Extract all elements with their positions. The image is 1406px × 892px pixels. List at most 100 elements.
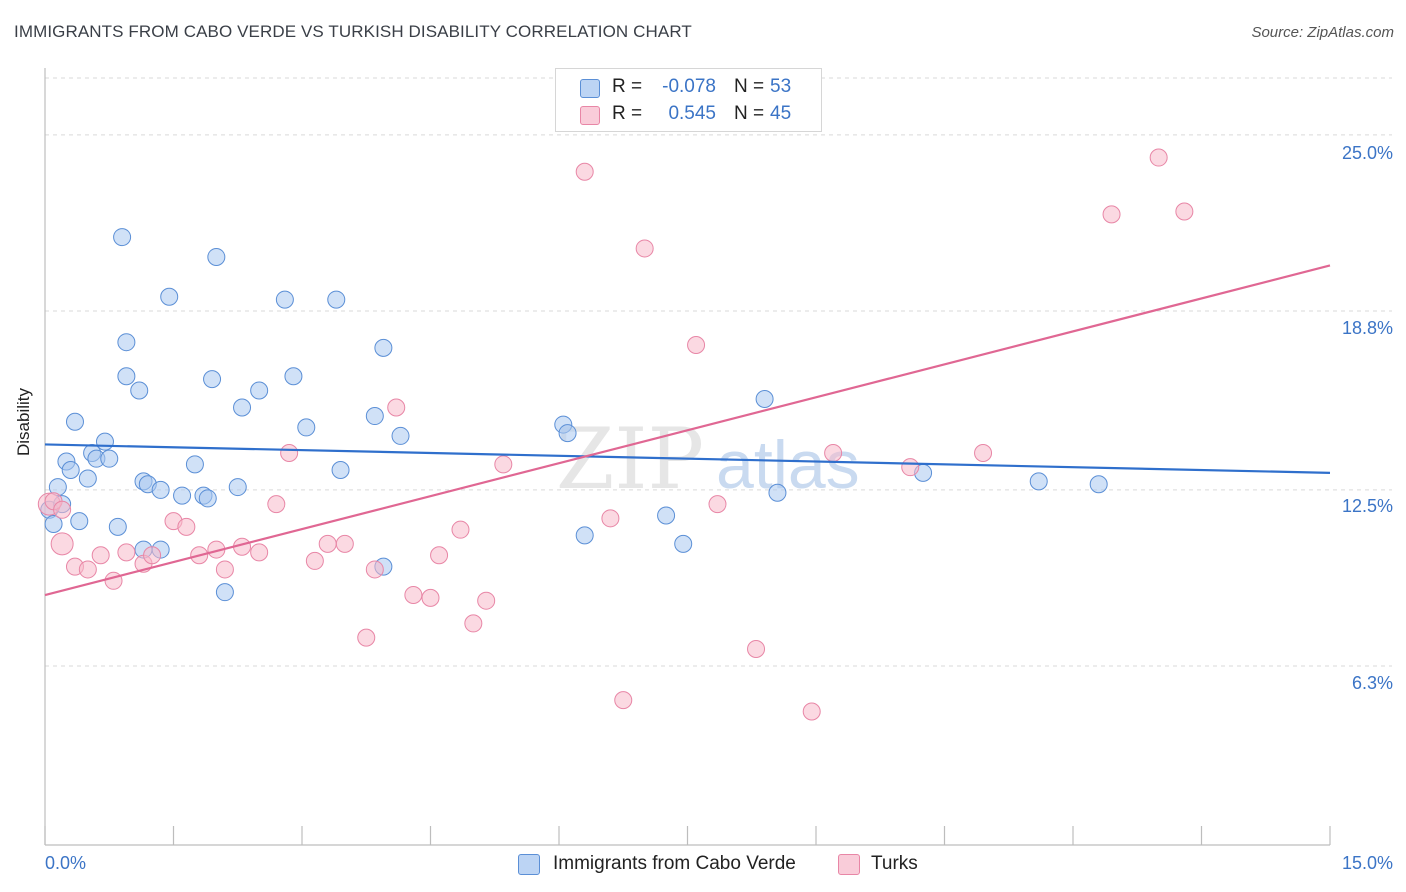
trend-lines <box>44 264 1331 597</box>
data-point <box>233 398 252 417</box>
data-point <box>284 367 303 386</box>
data-point <box>95 432 114 451</box>
data-point <box>365 560 384 579</box>
data-point <box>108 517 127 536</box>
correlation-legend: R = -0.078 N = 53 R = 0.545 N = 45 <box>555 68 822 132</box>
data-point <box>430 546 449 565</box>
data-point <box>250 381 269 400</box>
data-point <box>747 639 766 658</box>
data-point <box>318 534 337 553</box>
data-point <box>391 426 410 445</box>
trend-line-blue <box>44 443 1331 474</box>
data-point <box>275 290 294 309</box>
data-point <box>228 478 247 497</box>
y-tick-label: 25.0% <box>1342 143 1393 163</box>
data-point <box>198 489 217 508</box>
legend-label-turks: Turks <box>871 853 918 874</box>
data-point <box>374 338 393 357</box>
y-axis-label: Disability <box>14 387 33 456</box>
x-tick-label: 15.0% <box>1342 853 1393 873</box>
legend-label-cabo-verde: Immigrants from Cabo Verde <box>553 853 796 874</box>
data-point <box>824 443 843 462</box>
data-point <box>177 517 196 536</box>
data-point <box>477 591 496 610</box>
data-point <box>1149 148 1168 167</box>
y-tick-labels: 6.3% 12.5% 18.8% 25.0% <box>1342 143 1393 693</box>
data-point <box>674 534 693 553</box>
data-point <box>280 443 299 462</box>
y-tick-label: 12.5% <box>1342 496 1393 516</box>
data-point <box>143 546 162 565</box>
legend-row-blue: R = -0.078 N = 53 <box>556 73 821 101</box>
data-point <box>113 228 132 247</box>
legend-n-value-pink: 45 <box>770 103 792 124</box>
data-point <box>575 526 594 545</box>
trend-line-pink <box>44 264 1331 597</box>
data-point <box>802 702 821 721</box>
data-point <box>1102 205 1121 224</box>
data-point <box>78 469 97 488</box>
data-point <box>614 691 633 710</box>
x-tick-label: 0.0% <box>45 853 86 873</box>
data-point <box>464 614 483 633</box>
y-tick-label: 6.3% <box>1352 673 1393 693</box>
data-point <box>207 247 226 266</box>
data-point <box>635 239 654 258</box>
legend-swatch-pink <box>580 106 600 125</box>
data-point <box>185 455 204 474</box>
data-point <box>768 483 787 502</box>
data-point <box>331 461 350 480</box>
source-label: Source: ZipAtlas.com <box>1251 24 1394 41</box>
data-point <box>130 381 149 400</box>
data-point <box>1175 202 1194 221</box>
data-point <box>755 390 774 409</box>
legend-n-label: N = <box>734 76 765 97</box>
data-point <box>160 287 179 306</box>
data-point <box>601 509 620 528</box>
data-point <box>151 480 170 499</box>
data-point <box>1029 472 1048 491</box>
data-point <box>974 443 993 462</box>
data-point <box>657 506 676 525</box>
data-point <box>100 449 119 468</box>
legend-r-label: R = <box>612 103 643 124</box>
data-point <box>1089 475 1108 494</box>
data-point <box>65 412 84 431</box>
watermark-atlas: atlas <box>716 427 860 503</box>
data-point <box>558 424 577 443</box>
data-point <box>173 486 192 505</box>
data-point <box>365 407 384 426</box>
data-point <box>215 583 234 602</box>
y-tick-label: 18.8% <box>1342 318 1393 338</box>
legend-swatch-turks <box>838 854 860 875</box>
data-point <box>53 500 72 519</box>
legend-swatch-blue <box>580 79 600 98</box>
data-point <box>387 398 406 417</box>
data-point <box>70 512 89 531</box>
data-point <box>267 495 286 514</box>
data-point <box>335 534 354 553</box>
data-point <box>117 333 136 352</box>
legend-row-pink: R = 0.545 N = 45 <box>556 100 821 128</box>
watermark: ZIP atlas <box>556 410 860 508</box>
data-point <box>117 543 136 562</box>
data-point <box>297 418 316 437</box>
data-point <box>91 546 110 565</box>
axes <box>44 68 1331 846</box>
chart-title: IMMIGRANTS FROM CABO VERDE VS TURKISH DI… <box>14 22 692 41</box>
data-point <box>421 588 440 607</box>
data-point <box>203 370 222 389</box>
data-point <box>687 336 706 355</box>
data-point <box>357 628 376 647</box>
grid-lines <box>45 77 1392 667</box>
data-point <box>327 290 346 309</box>
data-point <box>708 495 727 514</box>
data-point <box>215 560 234 579</box>
legend-r-label: R = <box>612 76 643 97</box>
legend-r-value-pink: 0.545 <box>668 103 716 124</box>
legend-n-label: N = <box>734 103 765 124</box>
series-legend: Immigrants from Cabo Verde Turks <box>0 850 1406 878</box>
legend-swatch-cabo-verde <box>518 854 540 875</box>
data-point <box>575 162 594 181</box>
data-point <box>404 586 423 605</box>
